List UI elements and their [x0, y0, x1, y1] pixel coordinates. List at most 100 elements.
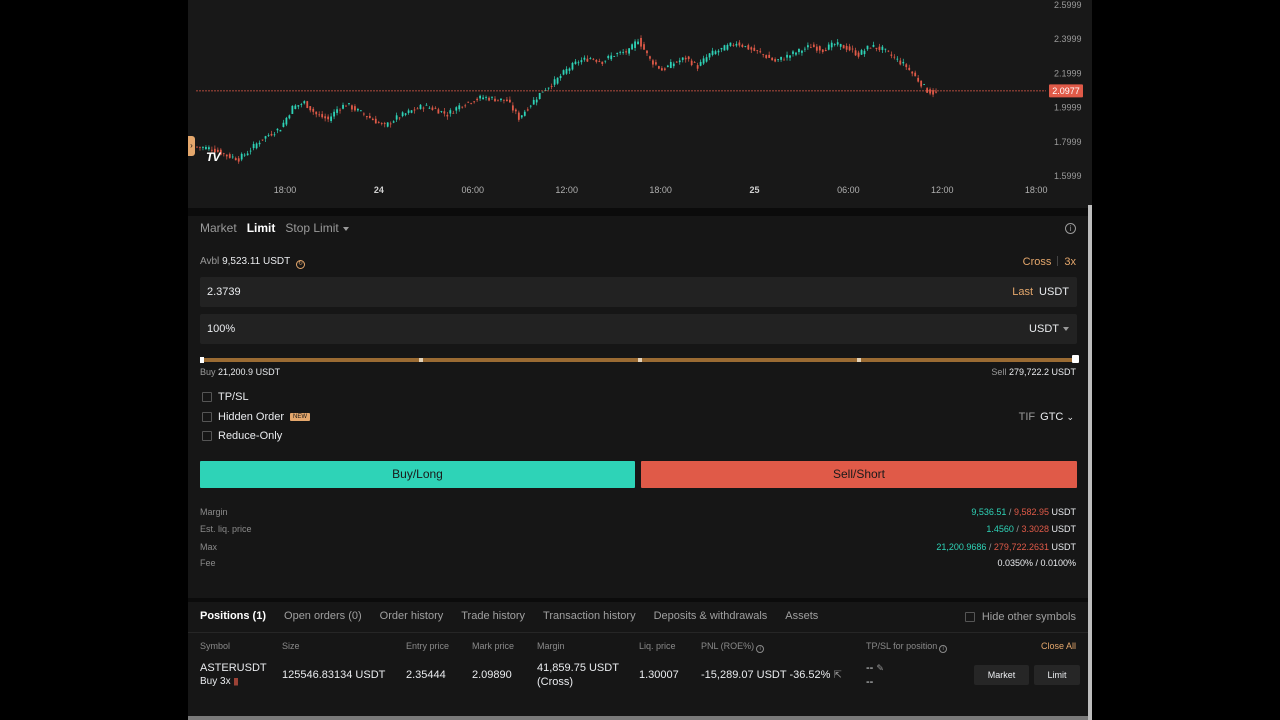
candle-body [914, 72, 917, 77]
time-tick-label: 12:00 [931, 185, 954, 195]
margin-mode-button[interactable]: Cross [1022, 256, 1052, 268]
info-icon[interactable]: i [756, 645, 765, 653]
amount-input[interactable]: 100% USDT [200, 314, 1077, 344]
candle-body [205, 146, 207, 150]
reduce-only-option[interactable]: Reduce-Only [202, 430, 282, 442]
transfer-icon[interactable]: ↻ [295, 260, 305, 269]
candle-body [881, 46, 884, 50]
share-icon[interactable]: ⇱ [833, 670, 842, 681]
hide-other-symbols[interactable]: Hide other symbols [964, 611, 1076, 623]
hidden-order-checkbox[interactable] [202, 412, 212, 422]
candle-body [786, 54, 788, 58]
tab-trade-history[interactable]: Trade history [461, 610, 526, 622]
amount-slider[interactable] [200, 355, 1079, 363]
leverage-button[interactable]: 3x [1064, 256, 1076, 268]
close-market-button[interactable]: Market [974, 665, 1029, 685]
tab-positions[interactable]: Positions (1) [200, 610, 267, 622]
candle-body [804, 48, 806, 50]
buy-amt-value: 21,200.9 USDT [218, 367, 281, 377]
hidden-order-label: Hidden Order [218, 411, 285, 423]
candle-body [562, 70, 565, 75]
slider-thumb[interactable] [1072, 355, 1079, 363]
tp-value: -- [866, 662, 874, 674]
tab-stop-limit-label: Stop Limit [285, 221, 339, 235]
candle-body [509, 99, 511, 103]
price-input[interactable]: 2.3739 Last USDT [200, 277, 1077, 307]
candle-body [595, 59, 598, 62]
candle-body [202, 147, 204, 148]
edit-icon[interactable]: ✎ [876, 663, 884, 673]
candle-body [866, 45, 869, 50]
candle-body [902, 61, 905, 64]
sell-short-button[interactable]: Sell/Short [641, 461, 1077, 488]
hide-other-checkbox[interactable] [964, 612, 975, 622]
candle-body [333, 111, 335, 117]
chart-collapse-handle[interactable]: › [188, 136, 195, 156]
tab-limit[interactable]: Limit [246, 221, 276, 235]
sell-amt-value: 279,722.2 USDT [1008, 367, 1076, 377]
tab-assets[interactable]: Assets [785, 610, 819, 622]
reduce-only-checkbox[interactable] [202, 431, 212, 441]
candle-body [619, 51, 622, 53]
tab-open-orders[interactable]: Open orders (0) [284, 610, 362, 622]
margin-sell: 9,582.95 [1013, 507, 1049, 517]
candle-body [738, 42, 741, 46]
candle-body [488, 97, 490, 101]
tab-stop-limit[interactable]: Stop Limit [285, 221, 349, 235]
tpsl-checkbox[interactable] [202, 392, 212, 402]
candle-body [610, 55, 613, 60]
amount-value[interactable]: 100% [207, 323, 236, 335]
tab-order-history[interactable]: Order history [379, 610, 444, 622]
candle-body [485, 97, 487, 98]
tpsl-option[interactable]: TP/SL [202, 391, 249, 403]
candle-body [514, 109, 517, 112]
candle-body [932, 90, 934, 95]
price-type-button[interactable]: Last [1012, 286, 1034, 298]
chevron-down-icon [342, 227, 349, 231]
buy-long-button[interactable]: Buy/Long [200, 461, 635, 488]
candle-body [655, 62, 657, 65]
slider-tick-25[interactable] [419, 358, 423, 362]
vertical-scrollbar[interactable] [1088, 205, 1092, 720]
candle-body [637, 41, 639, 45]
margin-label: Margin [200, 507, 228, 517]
position-entry-price: 2.35444 [406, 669, 446, 681]
candle-body [324, 116, 327, 119]
slider-tick-75[interactable] [857, 358, 861, 362]
price-value[interactable]: 2.3739 [207, 286, 241, 298]
price-chart[interactable]: 2.5999 2.3999 2.1999 1.9999 1.7999 1.5999 18:… [188, 0, 1092, 208]
candle-body [646, 50, 648, 54]
candle-body [199, 146, 201, 148]
position-symbol[interactable]: ASTERUSDT [200, 662, 267, 674]
candle-body [872, 44, 875, 47]
info-icon[interactable]: i [1065, 223, 1076, 234]
candle-body [559, 75, 562, 79]
horizontal-scrollbar[interactable] [188, 716, 1088, 720]
time-tick-label: 18:00 [649, 185, 672, 195]
tab-market[interactable]: Market [200, 221, 237, 235]
amount-unit-select[interactable]: USDT [1029, 323, 1069, 335]
candle-body [583, 57, 586, 60]
candle-body [923, 84, 926, 86]
candle-body [535, 99, 538, 103]
candle-body [699, 61, 702, 66]
candle-body [470, 103, 473, 105]
close-limit-button[interactable]: Limit [1034, 665, 1080, 685]
candle-body [526, 109, 529, 111]
candle-body [807, 45, 809, 48]
candle-body [905, 64, 908, 68]
candle-body [634, 41, 636, 48]
hidden-order-option[interactable]: Hidden Order NEW [202, 411, 311, 423]
candle-body [303, 101, 306, 104]
info-icon[interactable]: i [939, 645, 948, 653]
slider-tick-50[interactable] [638, 358, 642, 362]
candle-body [884, 48, 887, 50]
position-sl: -- [866, 676, 874, 688]
tab-deposits-withdrawals[interactable]: Deposits & withdrawals [653, 610, 768, 622]
candle-body [297, 105, 300, 107]
tab-transaction-history[interactable]: Transaction history [543, 610, 636, 622]
close-all-button[interactable]: Close All [1040, 641, 1076, 651]
candle-body [529, 105, 532, 107]
time-in-force[interactable]: TIF GTC ⌄ [1019, 411, 1074, 423]
candle-body [368, 115, 371, 119]
